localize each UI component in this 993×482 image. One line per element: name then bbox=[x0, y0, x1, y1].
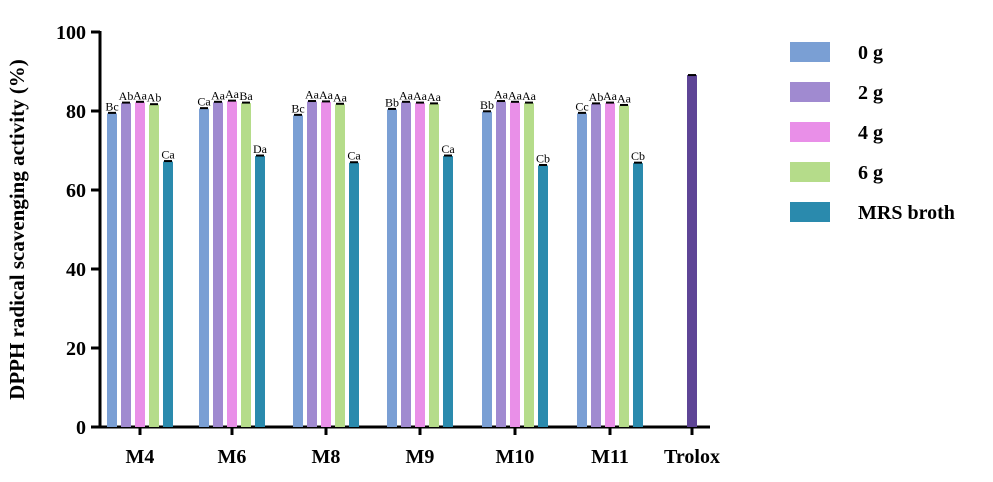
bar bbox=[538, 165, 548, 427]
bar bbox=[429, 103, 439, 427]
bar bbox=[387, 109, 397, 428]
y-tick-label: 40 bbox=[66, 259, 86, 281]
data-label: Aa bbox=[603, 89, 618, 103]
y-axis-label: DPPH radical scavenging activity (%) bbox=[5, 59, 29, 400]
data-label: Ca bbox=[441, 142, 455, 156]
data-label: Aa bbox=[427, 90, 442, 104]
data-label: Bb bbox=[480, 98, 494, 112]
bar bbox=[443, 156, 453, 427]
bar bbox=[149, 104, 159, 428]
bar bbox=[227, 101, 237, 427]
data-label: Aa bbox=[413, 89, 428, 103]
data-label: Cb bbox=[631, 149, 645, 163]
bar bbox=[163, 161, 173, 427]
data-label: Ca bbox=[197, 95, 211, 109]
data-label: Bc bbox=[105, 99, 118, 113]
y-tick-label: 100 bbox=[56, 22, 86, 44]
bar bbox=[121, 103, 131, 427]
y-tick-label: 80 bbox=[66, 101, 86, 123]
legend-swatch bbox=[790, 122, 830, 142]
x-tick-label: M4 bbox=[126, 446, 155, 468]
bar bbox=[577, 113, 587, 428]
data-label: Ca bbox=[347, 149, 361, 163]
bar bbox=[199, 108, 209, 427]
legend-swatch bbox=[790, 162, 830, 182]
y-tick-label: 0 bbox=[76, 417, 86, 439]
bar bbox=[255, 156, 265, 427]
legend-swatch bbox=[790, 82, 830, 102]
y-tick-label: 60 bbox=[66, 180, 86, 202]
bar bbox=[107, 113, 117, 428]
bar bbox=[213, 102, 223, 427]
x-tick-label: M11 bbox=[591, 446, 629, 468]
data-label: Aa bbox=[211, 88, 226, 102]
data-label: Ab bbox=[589, 90, 604, 104]
x-tick-label: M8 bbox=[312, 446, 341, 468]
x-tick-label: M6 bbox=[218, 446, 247, 468]
bar-trolox bbox=[687, 75, 697, 428]
data-label: Aa bbox=[319, 88, 334, 102]
bar bbox=[241, 103, 251, 427]
data-label: Aa bbox=[522, 89, 537, 103]
bar bbox=[415, 103, 425, 427]
data-label: Da bbox=[253, 142, 268, 156]
bar bbox=[619, 105, 629, 427]
data-label: Bb bbox=[385, 95, 399, 109]
data-label: Aa bbox=[399, 88, 414, 102]
data-label: Aa bbox=[494, 88, 509, 102]
data-label: Aa bbox=[133, 88, 148, 102]
data-label: Aa bbox=[225, 87, 240, 101]
x-tick-label: M9 bbox=[406, 446, 435, 468]
x-tick-label: Trolox bbox=[664, 446, 720, 468]
legend-swatch bbox=[790, 42, 830, 62]
legend-label: MRS broth bbox=[858, 202, 955, 224]
data-label: Aa bbox=[305, 88, 320, 102]
data-label: Cc bbox=[575, 99, 588, 113]
legend-label: 2 g bbox=[858, 82, 883, 104]
x-tick-label: M10 bbox=[496, 446, 535, 468]
data-label: Aa bbox=[333, 90, 348, 104]
data-label: Ab bbox=[147, 91, 162, 105]
legend-label: 0 g bbox=[858, 42, 883, 64]
bar bbox=[510, 102, 520, 427]
data-label: Ba bbox=[239, 89, 253, 103]
data-label: Ca bbox=[161, 148, 175, 162]
bar bbox=[401, 102, 411, 427]
bar bbox=[591, 103, 601, 427]
bar bbox=[605, 103, 615, 427]
data-label: Aa bbox=[508, 88, 523, 102]
bar bbox=[293, 115, 303, 427]
bar bbox=[321, 101, 331, 427]
bar bbox=[524, 103, 534, 427]
legend-label: 6 g bbox=[858, 162, 883, 184]
data-label: Cb bbox=[536, 152, 550, 166]
bar bbox=[307, 101, 317, 428]
y-tick-label: 20 bbox=[66, 338, 86, 360]
bar bbox=[135, 102, 145, 427]
data-label: Ab bbox=[119, 89, 134, 103]
bar bbox=[482, 111, 492, 427]
bar bbox=[349, 162, 359, 427]
bar bbox=[496, 101, 506, 428]
bar bbox=[633, 163, 643, 427]
legend-label: 4 g bbox=[858, 122, 883, 144]
bar bbox=[335, 104, 345, 427]
data-label: Aa bbox=[617, 91, 632, 105]
legend-swatch bbox=[790, 202, 830, 222]
data-label: Bc bbox=[291, 101, 304, 115]
